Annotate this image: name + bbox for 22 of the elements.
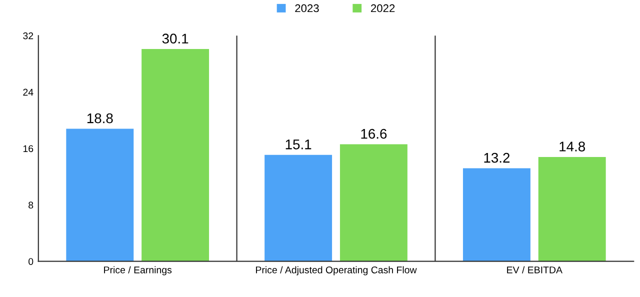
y-tick-label: 16 bbox=[23, 145, 34, 152]
bar bbox=[66, 128, 134, 262]
bar bbox=[538, 156, 606, 262]
data-label: 15.1 bbox=[286, 140, 312, 150]
data-label: 30.1 bbox=[162, 34, 188, 44]
y-tick-label: 32 bbox=[23, 32, 34, 40]
data-label: 14.8 bbox=[560, 142, 586, 152]
y-tick-label: 24 bbox=[23, 88, 34, 96]
data-label: 18.8 bbox=[87, 113, 113, 124]
y-tick-label: 0 bbox=[28, 258, 34, 265]
x-tick-label: EV / EBITDA bbox=[507, 266, 562, 274]
x-tick-label: Price / Adjusted Operating Cash Flow bbox=[256, 266, 417, 276]
bar bbox=[264, 154, 332, 262]
bar bbox=[340, 144, 408, 262]
bar bbox=[462, 168, 530, 262]
legend-label: 2022 bbox=[371, 4, 395, 12]
bar bbox=[142, 49, 210, 262]
legend-label: 2023 bbox=[295, 4, 319, 12]
x-tick-label: Price / Earnings bbox=[104, 266, 172, 276]
y-tick-label: 8 bbox=[28, 202, 34, 209]
data-label: 16.6 bbox=[361, 128, 387, 139]
data-label: 13.2 bbox=[484, 152, 510, 163]
